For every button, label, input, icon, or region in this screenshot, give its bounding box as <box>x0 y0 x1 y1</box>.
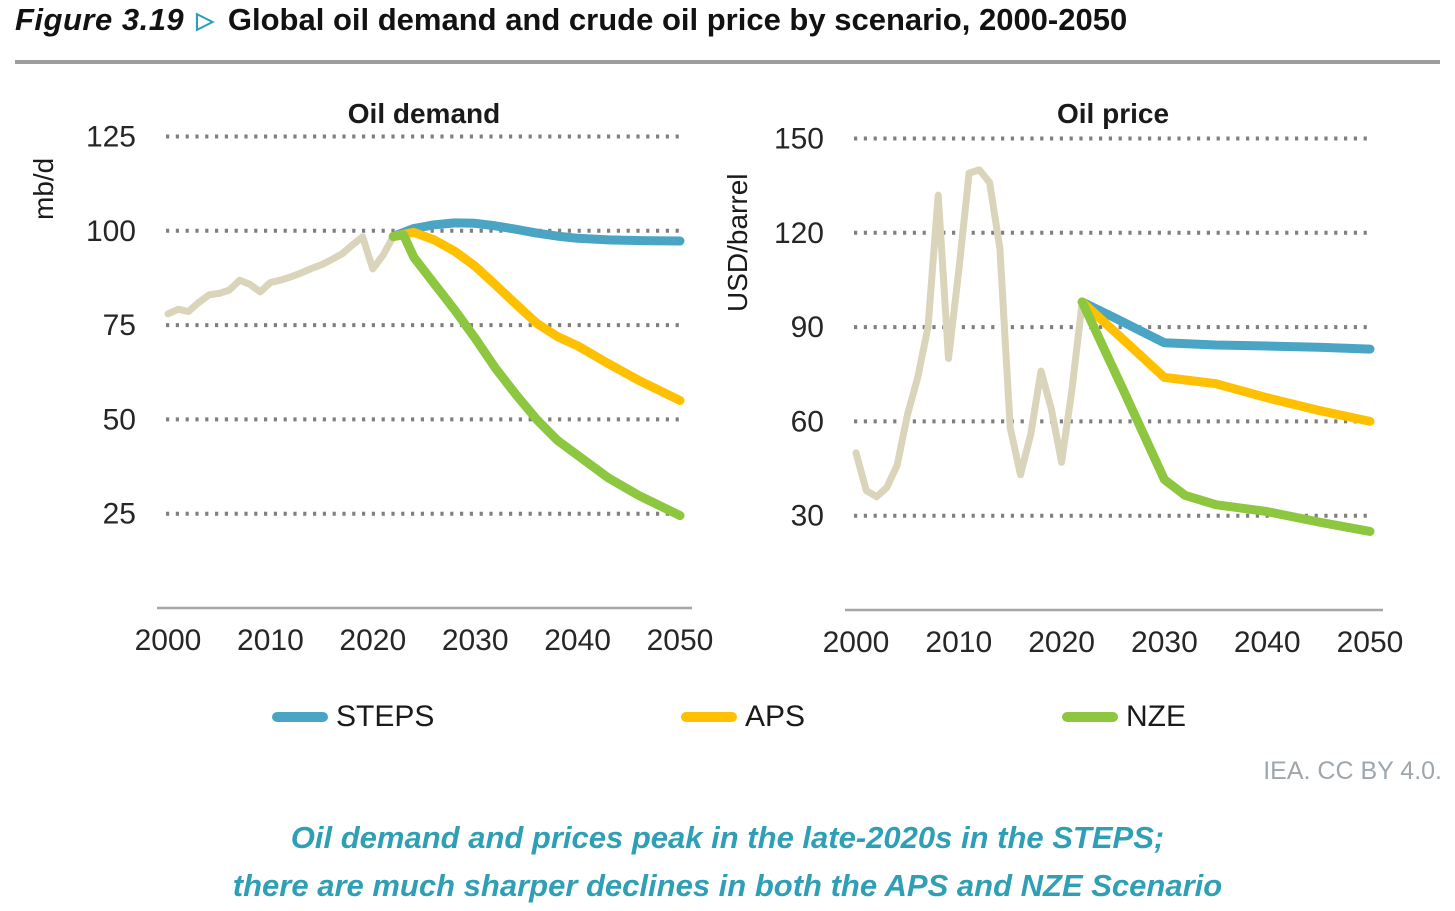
chart-title-oil-price: Oil price <box>1056 98 1170 129</box>
figure-arrow-icon: ▷ <box>196 7 214 33</box>
x-tick-label: 2050 <box>1337 626 1404 659</box>
y-tick-label: 120 <box>774 217 824 250</box>
legend-item-steps: STEPS <box>272 700 434 734</box>
header-divider <box>15 60 1440 64</box>
x-tick-label: 2000 <box>823 626 890 659</box>
chart-title-oil-demand: Oil demand <box>347 98 501 129</box>
y-tick-label: 30 <box>791 500 824 533</box>
caption-line-2: there are much sharper declines in both … <box>232 868 1223 903</box>
x-tick-label: 2010 <box>925 626 992 659</box>
figure-title: Global oil demand and crude oil price by… <box>227 2 1128 37</box>
series-line-nze <box>1077 297 1375 536</box>
legend-label-aps: APS <box>745 700 806 733</box>
legend-item-nze: NZE <box>1062 700 1186 734</box>
series-line-historical <box>852 166 1086 501</box>
x-tick-label: 2000 <box>135 624 202 657</box>
series-line-steps <box>388 218 685 246</box>
series-line-aps <box>388 227 685 405</box>
series-line-steps <box>1077 297 1375 354</box>
legend-swatch-nze <box>1062 712 1118 722</box>
y-tick-label: 150 <box>774 123 824 156</box>
legend-swatch-aps <box>681 712 737 722</box>
x-tick-label: 2050 <box>647 624 714 657</box>
y-tick-label: 90 <box>791 311 824 344</box>
attribution-text: IEA. CC BY 4.0. <box>1263 757 1442 785</box>
legend-label-steps: STEPS <box>336 700 435 733</box>
y-tick-label: 100 <box>86 215 136 248</box>
legend-swatch-steps <box>272 712 328 722</box>
x-tick-label: 2040 <box>544 624 611 657</box>
caption-line-1: Oil demand and prices peak in the late-2… <box>290 820 1165 855</box>
x-tick-label: 2010 <box>237 624 304 657</box>
series-line-historical <box>164 233 397 318</box>
y-tick-label: 125 <box>86 121 136 154</box>
y-tick-label: 75 <box>103 309 136 342</box>
legend-item-aps: APS <box>681 700 805 734</box>
series-line-nze <box>388 230 685 521</box>
figure-label: Figure 3.19 <box>15 2 185 37</box>
x-tick-label: 2030 <box>442 624 509 657</box>
y-tick-label: 25 <box>103 498 136 531</box>
y-tick-label: 50 <box>103 403 136 436</box>
x-tick-label: 2020 <box>339 624 406 657</box>
chart-svg-1: 150 120 90 60 30 2000 2010 2020 2030 2040 2050 <box>774 123 1404 660</box>
legend-label-nze: NZE <box>1126 700 1186 733</box>
x-tick-label: 2020 <box>1028 626 1095 659</box>
x-tick-label: 2030 <box>1131 626 1198 659</box>
legend: STEPS APS NZE <box>0 700 1455 740</box>
y-tick-label: 60 <box>791 405 824 438</box>
x-tick-label: 2040 <box>1234 626 1301 659</box>
series-line-aps <box>1077 297 1375 426</box>
chart-svg-0: 125 100 75 50 25 2000 2010 2020 2030 2040 2050 <box>86 121 714 658</box>
figure-header: Figure 3.19 ▷ Global oil demand and crud… <box>15 2 1127 38</box>
